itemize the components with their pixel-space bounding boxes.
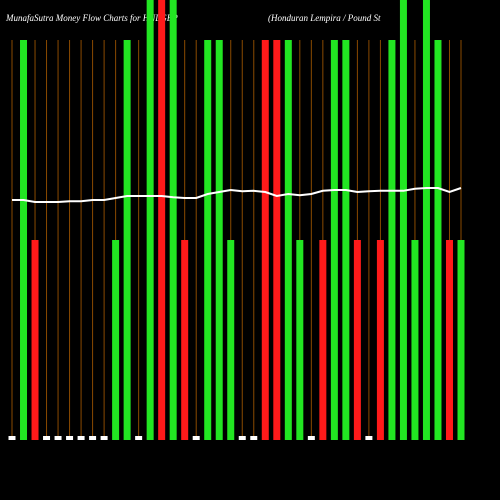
bar [66,436,74,440]
bar [376,240,384,440]
bar [399,0,407,440]
chart-subtitle: (Honduran Lempira / Pound St [268,13,381,23]
bar [8,436,16,440]
bar [422,0,430,440]
bar [434,40,442,440]
bar [307,436,315,440]
bar [31,240,39,440]
bar [100,436,108,440]
bar [135,436,143,440]
bar [54,436,62,440]
bar [20,40,28,440]
bar [261,40,269,440]
bar [445,240,453,440]
bar [319,240,327,440]
bar [353,240,361,440]
bar [273,40,281,440]
bar [411,240,419,440]
bar [146,0,154,440]
bar [215,40,223,440]
bar [238,436,246,440]
bar [43,436,51,440]
bar [250,436,258,440]
bar [123,40,131,440]
bar [77,436,85,440]
bar [89,436,97,440]
bar [181,240,189,440]
bar [457,240,465,440]
bar [227,240,235,440]
bar [284,40,292,440]
bar [296,240,304,440]
bar [169,0,177,440]
bar [388,40,396,440]
bar [330,40,338,440]
money-flow-line [12,187,462,203]
bar [158,0,166,440]
bar [204,40,212,440]
bars [8,0,465,440]
bar [192,436,200,440]
bar [112,240,120,440]
bar [365,436,373,440]
bar [342,40,350,440]
chart-title: MunafaSutra Money Flow Charts for HNLGBP [5,13,178,23]
